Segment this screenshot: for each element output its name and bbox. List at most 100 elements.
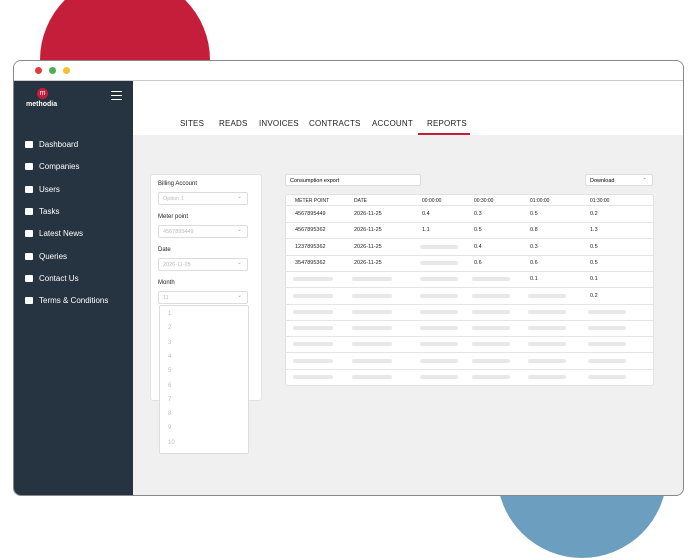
table-cell: 0.6 (474, 259, 482, 266)
month-option[interactable]: 2 (168, 325, 172, 332)
download-select[interactable]: Download ⌄ (585, 174, 653, 186)
field-select[interactable]: 11 (158, 291, 248, 304)
placeholder (472, 309, 510, 314)
placeholder (420, 293, 458, 298)
sidebar-item[interactable]: Queries (25, 252, 67, 261)
placeholder (352, 358, 392, 363)
placeholder (588, 375, 626, 379)
table-header: 01:00:00 (530, 198, 550, 204)
sidebar-item[interactable]: Dashboard (25, 140, 78, 149)
table-cell: 2026-11-25 (354, 211, 382, 217)
placeholder (528, 342, 566, 347)
placeholder (588, 358, 626, 363)
month-option[interactable]: 7 (168, 396, 172, 403)
month-option[interactable]: 3 (168, 339, 172, 346)
field-label: Date (158, 247, 171, 253)
placeholder (420, 358, 458, 363)
nav-tab[interactable]: REPORTS (427, 119, 467, 128)
sidebar-label: Latest News (39, 229, 84, 239)
top-nav (133, 81, 683, 135)
sidebar-label: Terms & Conditions (39, 296, 109, 306)
table-cell: 0.2 (590, 211, 598, 217)
table-cell: 0.1 (590, 276, 598, 283)
export-title: Consumption export (285, 174, 421, 186)
title-bar (14, 61, 683, 81)
month-option[interactable]: 6 (168, 382, 172, 389)
table-cell: 4567895449 (295, 211, 326, 217)
sidebar-item[interactable]: Companies (25, 162, 79, 171)
field-label: Month (158, 280, 175, 286)
field-select[interactable]: 4567895449 (158, 225, 248, 238)
table-header: 00:00:00 (422, 198, 442, 204)
sidebar-label: Companies (39, 162, 80, 172)
table-cell: 0.1 (530, 276, 538, 283)
field-label: Meter point (158, 214, 189, 220)
sidebar-icon (25, 185, 33, 193)
sidebar (14, 81, 133, 495)
placeholder (293, 342, 333, 347)
sidebar-item[interactable]: Contact Us (25, 274, 79, 283)
table-header: DATE (354, 198, 367, 204)
menu-button[interactable] (111, 91, 122, 100)
placeholder (528, 309, 566, 314)
row-divider (285, 222, 653, 223)
nav-tab[interactable]: READS (219, 119, 248, 128)
month-option[interactable]: 9 (168, 425, 172, 432)
month-option[interactable]: 4 (168, 353, 172, 360)
month-option[interactable]: 1 (168, 311, 172, 317)
row-divider (285, 270, 653, 272)
table-cell: 3547895362 (295, 259, 326, 266)
nav-tab[interactable]: SITES (180, 119, 205, 128)
sidebar-icon (25, 141, 33, 148)
row-divider (285, 238, 653, 240)
field-label: Billing Account (158, 181, 198, 187)
sidebar-icon (25, 274, 33, 282)
sidebar-label: Users (39, 184, 60, 194)
placeholder (352, 293, 392, 298)
nav-tab[interactable]: ACCOUNT (372, 119, 413, 128)
table-cell: 0.8 (530, 227, 538, 234)
placeholder (293, 277, 333, 282)
sidebar-label: Dashboard (39, 140, 79, 149)
nav-tab[interactable]: CONTRACTS (309, 119, 361, 128)
placeholder (352, 309, 392, 314)
placeholder (420, 342, 458, 347)
sidebar-label: Contact Us (39, 273, 79, 283)
placeholder (352, 342, 392, 347)
nav-tab[interactable]: INVOICES (259, 119, 299, 128)
row-divider (285, 254, 653, 256)
sidebar-item[interactable]: Latest News (25, 229, 83, 238)
placeholder (293, 293, 333, 298)
table-cell: 0.6 (530, 259, 538, 266)
row-divider (285, 352, 653, 354)
sidebar-item[interactable]: Tasks (25, 207, 59, 216)
field-select[interactable]: 2026-11-25 (158, 258, 248, 271)
sidebar-item[interactable]: Terms & Conditions (25, 296, 108, 305)
month-option[interactable]: 10 (168, 439, 175, 446)
placeholder (588, 309, 626, 314)
logo-icon: m (37, 88, 48, 99)
month-option[interactable]: 5 (168, 368, 172, 375)
table-cell: 1237895362 (295, 243, 326, 250)
table-cell: 0.5 (530, 211, 538, 217)
table-header: 00:30:00 (474, 198, 494, 204)
placeholder (352, 326, 392, 331)
download-label: Download (590, 178, 615, 184)
placeholder (420, 326, 458, 331)
window-dot (63, 67, 70, 74)
field-select[interactable]: Option 1 (158, 192, 248, 205)
sidebar-item[interactable]: Users (25, 185, 60, 194)
table-header: METER POINT (295, 198, 330, 204)
table-cell: 0.2 (590, 292, 598, 299)
table-cell: 0.3 (530, 243, 538, 250)
active-tab-underline (418, 133, 470, 135)
row-divider (285, 303, 653, 305)
sidebar-label: Queries (39, 251, 68, 261)
table-cell: 0.4 (474, 243, 482, 250)
table-header: 01:30:00 (590, 198, 610, 204)
month-option[interactable]: 8 (168, 411, 172, 418)
placeholder (528, 375, 566, 379)
table-cell: 2026-11-25 (354, 227, 382, 234)
table-cell: 0.5 (590, 259, 598, 266)
